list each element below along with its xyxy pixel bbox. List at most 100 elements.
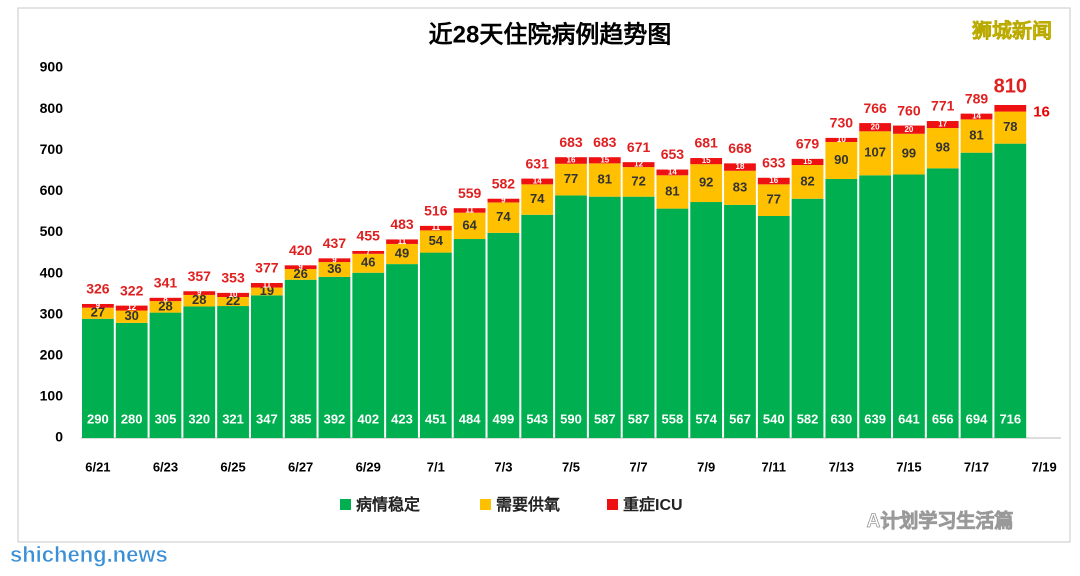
segment-label: 641 (898, 411, 920, 426)
legend-swatch (340, 499, 351, 510)
bar-segment (622, 162, 655, 168)
bar-segment (82, 307, 114, 319)
legend-swatch (607, 499, 618, 510)
y-tick-label: 300 (40, 305, 64, 321)
bar-segment (859, 131, 892, 176)
bar-segment (825, 179, 858, 438)
x-tick-label: 6/23 (153, 459, 178, 474)
bar-segment (960, 113, 993, 120)
segment-label: 99 (902, 146, 916, 161)
segment-label: 26 (293, 266, 307, 281)
total-label: 789 (965, 90, 989, 106)
x-tick-label: 7/11 (761, 459, 786, 474)
bar-segment (656, 208, 689, 438)
bar-segment (690, 202, 723, 438)
segment-label: 28 (158, 298, 172, 313)
segment-label: 656 (932, 411, 954, 426)
segment-label: 14 (972, 112, 981, 121)
segment-label: 694 (966, 411, 988, 426)
x-tick-label: 7/15 (896, 459, 921, 474)
x-tick-label: 7/9 (697, 459, 715, 474)
segment-label: 78 (1003, 119, 1017, 134)
total-label: 377 (255, 260, 279, 276)
total-label: 483 (390, 216, 414, 232)
segment-label: 16 (1033, 103, 1050, 120)
bar-segment (183, 294, 216, 307)
segment-label: 74 (530, 191, 545, 206)
segment-label: 385 (290, 411, 312, 426)
segment-label: 582 (797, 411, 819, 426)
y-tick-label: 400 (40, 264, 64, 280)
bar-segment (859, 123, 892, 132)
segment-label: 18 (736, 162, 745, 171)
total-label: 420 (289, 242, 313, 258)
chart-title: 近28天住院病例趋势图 (429, 20, 672, 48)
segment-label: 81 (665, 183, 679, 198)
segment-label: 83 (733, 179, 747, 194)
total-label: 633 (762, 154, 786, 170)
total-label: 559 (458, 185, 482, 201)
bar-segment (453, 208, 486, 213)
bar-segment (791, 198, 824, 438)
bar-segment (352, 250, 385, 254)
segment-label: 290 (87, 411, 109, 426)
x-tick-label: 7/17 (964, 459, 989, 474)
bar-segment (757, 184, 790, 216)
bar-segment (622, 167, 655, 197)
x-tick-label: 7/13 (829, 459, 854, 474)
segment-label: 7 (366, 247, 371, 256)
bar-segment (690, 158, 723, 165)
bar-segment (893, 174, 925, 438)
segment-label: 639 (864, 411, 886, 426)
segment-label: 20 (871, 122, 880, 131)
x-tick-label: 6/27 (288, 459, 313, 474)
segment-label: 540 (763, 411, 785, 426)
bar-segment (724, 204, 756, 438)
bar-segment (588, 157, 621, 164)
total-label: 671 (627, 139, 651, 155)
bar-segment (149, 297, 182, 302)
bar-segment (994, 105, 1027, 112)
segment-label: 20 (904, 125, 913, 134)
segment-label: 347 (256, 411, 278, 426)
segment-label: 64 (462, 217, 477, 232)
segment-label: 321 (222, 411, 244, 426)
total-label: 341 (154, 275, 178, 291)
bar-segment (419, 252, 452, 438)
bar-segment (453, 212, 486, 240)
bar-segment (115, 310, 148, 323)
segment-label: 574 (695, 411, 717, 426)
segment-label: 49 (395, 245, 409, 260)
footer-brand: A计划学习生活篇 (867, 509, 1014, 532)
segment-label: 451 (425, 411, 447, 426)
segment-label: 46 (361, 255, 375, 270)
y-tick-label: 200 (40, 346, 64, 362)
bar-segment (994, 143, 1027, 438)
bar-segment (487, 198, 520, 203)
bar-segment (926, 121, 959, 129)
total-label: 683 (593, 134, 617, 150)
total-label: 766 (863, 100, 887, 116)
bar-segment (656, 169, 689, 176)
x-tick-label: 7/1 (427, 459, 445, 474)
bar-segment (386, 264, 418, 438)
bar-segment (588, 196, 621, 438)
segment-label: 716 (999, 411, 1021, 426)
bar-segment (555, 195, 587, 438)
total-label: 631 (526, 155, 550, 171)
bar-segment (318, 276, 351, 438)
segment-label: 567 (729, 411, 751, 426)
bar-segment (555, 163, 587, 196)
y-tick-label: 0 (55, 429, 63, 445)
bar-segment (318, 258, 351, 263)
total-label: 582 (492, 175, 516, 191)
segment-label: 14 (533, 177, 542, 186)
segment-label: 9 (197, 288, 202, 297)
segment-label: 30 (124, 308, 138, 323)
bar-segment (521, 184, 554, 215)
segment-label: 320 (188, 411, 210, 426)
segment-label: 81 (598, 171, 612, 186)
bar-segment (757, 177, 790, 185)
segment-label: 14 (668, 168, 677, 177)
legend-label: 病情稳定 (356, 495, 420, 514)
